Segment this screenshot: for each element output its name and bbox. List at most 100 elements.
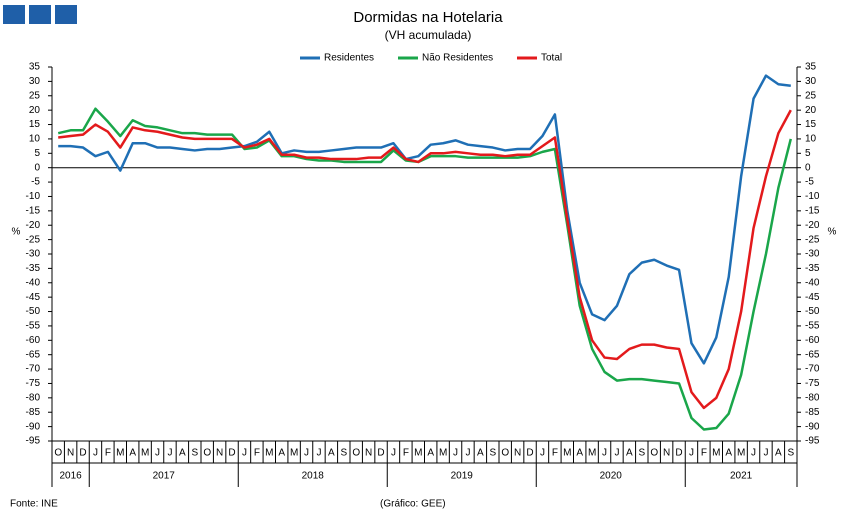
y2-tick-label: -90: [805, 421, 820, 432]
y2-tick-label: -80: [805, 392, 820, 403]
x-tick-label: J: [453, 448, 458, 459]
y-tick-label: 0: [34, 162, 40, 173]
x-tick-label: S: [787, 448, 794, 459]
x-tick-label: O: [501, 448, 509, 459]
x-tick-label: F: [105, 448, 111, 459]
y-tick-label: 20: [29, 105, 41, 116]
x-tick-label: J: [751, 448, 756, 459]
y-tick-label: -10: [26, 191, 41, 202]
x-tick-label: D: [675, 448, 682, 459]
x-tick-label: D: [79, 448, 86, 459]
x-tick-label: N: [216, 448, 223, 459]
y2-tick-label: -65: [805, 349, 820, 360]
x-tick-label: O: [650, 448, 658, 459]
x-tick-label: S: [340, 448, 347, 459]
y2-tick-label: -70: [805, 364, 820, 375]
x-tick-label: A: [427, 448, 434, 459]
y2-tick-label: -15: [805, 205, 820, 216]
x-tick-label: F: [701, 448, 707, 459]
chart-subtitle: (VH acumulada): [385, 28, 472, 42]
x-tick-label: S: [191, 448, 198, 459]
y2-tick-label: -75: [805, 378, 820, 389]
year-label: 2016: [60, 471, 83, 482]
source: Fonte: INE: [10, 499, 58, 510]
y2-tick-label: -45: [805, 292, 820, 303]
y-tick-label: -35: [26, 263, 41, 274]
y-tick-label: -45: [26, 292, 41, 303]
y-tick-label: -50: [26, 306, 41, 317]
y-tick-label: -55: [26, 321, 41, 332]
x-tick-label: D: [228, 448, 235, 459]
y2-tick-label: -40: [805, 277, 820, 288]
x-tick-label: A: [129, 448, 136, 459]
y2-tick-label: 30: [805, 76, 817, 87]
x-tick-label: D: [526, 448, 533, 459]
x-tick-label: A: [626, 448, 633, 459]
y-tick-label: -70: [26, 364, 41, 375]
y2-tick-label: -30: [805, 249, 820, 260]
year-label: 2020: [600, 471, 623, 482]
year-label: 2021: [730, 471, 753, 482]
x-tick-label: O: [54, 448, 62, 459]
credit: (Gráfico: GEE): [380, 499, 446, 510]
legend-label: Residentes: [324, 53, 374, 64]
x-tick-label: A: [328, 448, 335, 459]
x-tick-label: M: [563, 448, 571, 459]
series-line: [58, 109, 792, 410]
year-label: 2019: [451, 471, 474, 482]
x-tick-label: M: [588, 448, 596, 459]
x-tick-label: A: [477, 448, 484, 459]
series-line: [58, 74, 791, 365]
y-tick-label: 10: [29, 134, 41, 145]
x-tick-label: M: [414, 448, 422, 459]
year-label: 2018: [302, 471, 325, 482]
y2-tick-label: 25: [805, 90, 817, 101]
y-tick-label: -30: [26, 249, 41, 260]
y-tick-label: -95: [26, 436, 41, 447]
x-tick-label: J: [316, 448, 321, 459]
x-tick-label: J: [540, 448, 545, 459]
y2-tick-label: -20: [805, 220, 820, 231]
x-tick-label: J: [465, 448, 470, 459]
y2-tick-label: -5: [805, 177, 814, 188]
y2-tick-label: -60: [805, 335, 820, 346]
x-tick-label: S: [489, 448, 496, 459]
x-tick-label: M: [141, 448, 149, 459]
y2-tick-label: -85: [805, 407, 820, 418]
y-tick-label: -15: [26, 205, 41, 216]
x-tick-label: J: [391, 448, 396, 459]
y-tick-label: -65: [26, 349, 41, 360]
y2-tick-label: -95: [805, 436, 820, 447]
x-tick-label: N: [365, 448, 372, 459]
x-tick-label: M: [712, 448, 720, 459]
x-tick-label: J: [304, 448, 309, 459]
x-tick-label: O: [203, 448, 211, 459]
x-tick-label: M: [737, 448, 745, 459]
x-tick-label: J: [155, 448, 160, 459]
y-axis-label: %: [12, 227, 21, 238]
x-tick-label: N: [67, 448, 74, 459]
x-tick-label: N: [663, 448, 670, 459]
x-tick-label: A: [179, 448, 186, 459]
x-tick-label: J: [763, 448, 768, 459]
logo-block: [29, 5, 51, 24]
x-tick-label: J: [689, 448, 694, 459]
y2-tick-label: 20: [805, 105, 817, 116]
y-tick-label: 15: [29, 119, 41, 130]
y2-tick-label: -50: [805, 306, 820, 317]
y-tick-label: 30: [29, 76, 41, 87]
logo-block: [3, 5, 25, 24]
y-tick-label: -60: [26, 335, 41, 346]
y-tick-label: -40: [26, 277, 41, 288]
x-tick-label: F: [403, 448, 409, 459]
y2-tick-label: 35: [805, 62, 817, 73]
y-tick-label: -25: [26, 234, 41, 245]
x-tick-label: J: [602, 448, 607, 459]
y2-axis-label: %: [828, 227, 837, 238]
x-tick-label: J: [93, 448, 98, 459]
legend-label: Total: [541, 53, 562, 64]
y-tick-label: 25: [29, 90, 41, 101]
y2-tick-label: -10: [805, 191, 820, 202]
x-tick-label: O: [352, 448, 360, 459]
